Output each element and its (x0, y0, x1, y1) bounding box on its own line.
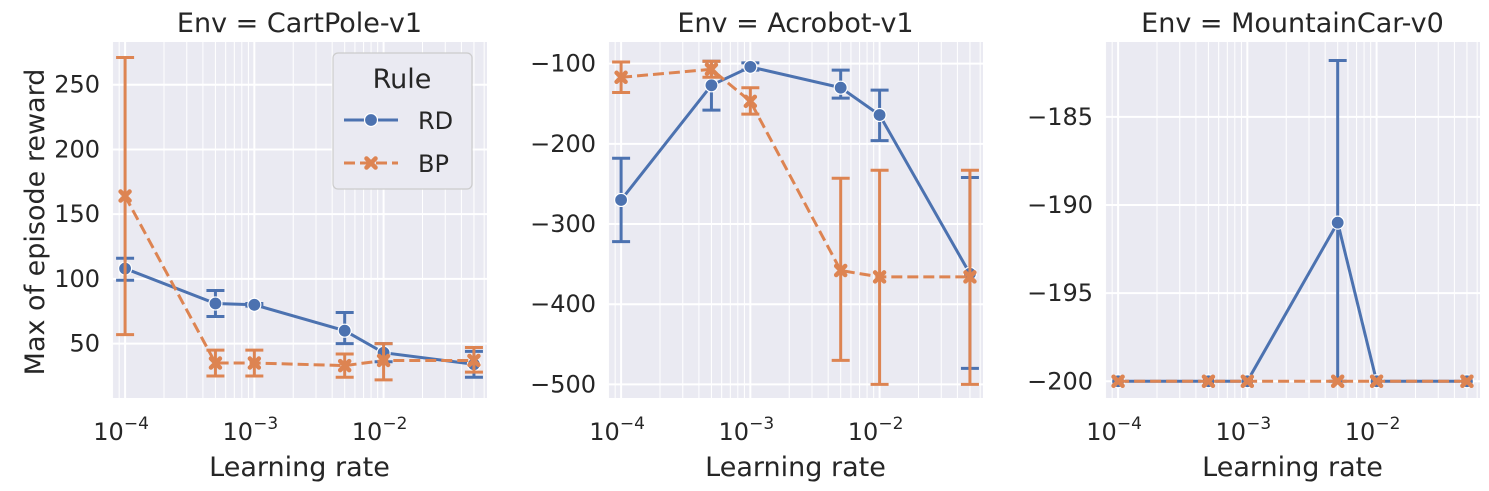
y-tick-label: −300 (530, 210, 596, 238)
x-tick-base: 10 (1086, 418, 1117, 446)
panel-title: Env = Acrobot-v1 (677, 8, 913, 39)
y-tick-label: 200 (54, 135, 100, 163)
x-tick-base: 10 (223, 418, 254, 446)
data-point (872, 107, 887, 123)
legend: Rule RD BP (332, 52, 473, 190)
y-tick-label: −200 (1027, 367, 1093, 395)
x-tick-label: 10−4 (93, 414, 149, 446)
x-tick-base: 10 (719, 418, 750, 446)
data-point (247, 297, 262, 312)
x-tick-base: 10 (93, 418, 124, 446)
data-point (1201, 374, 1216, 389)
x-tick-label: 10−4 (1086, 414, 1142, 446)
y-tick-label: −195 (1027, 279, 1093, 307)
data-point (1240, 374, 1255, 389)
data-point (337, 358, 352, 373)
y-tick-label: 50 (69, 330, 100, 358)
y-tick-label: −100 (530, 50, 596, 78)
x-tick-exponent: −4 (124, 414, 149, 434)
series-BP (612, 59, 979, 386)
x-tick-label: 10−2 (1345, 414, 1401, 446)
data-point (1111, 374, 1125, 389)
y-tick-label: −200 (530, 130, 596, 158)
data-point (208, 356, 223, 370)
data-point (118, 189, 132, 203)
x-tick-base: 10 (352, 418, 383, 446)
x-tick-exponent: −2 (382, 414, 407, 434)
y-tick-label: 250 (54, 71, 100, 99)
plot-area (608, 42, 983, 398)
legend-frame (332, 52, 473, 190)
x-tick-label: 10−4 (589, 414, 645, 446)
legend-marker (364, 156, 378, 170)
series-line (124, 267, 475, 366)
data-point (467, 353, 481, 368)
series-BP (1111, 374, 1474, 389)
x-axis-label: Learning rate (1202, 452, 1383, 483)
data-point (614, 70, 628, 85)
x-axis-label: Learning rate (705, 452, 886, 483)
data-point (337, 323, 352, 338)
data-point (1369, 374, 1384, 389)
x-tick-exponent: −3 (1246, 414, 1271, 434)
data-point (1460, 374, 1474, 389)
y-tick-label: −190 (1027, 191, 1093, 219)
series-line (619, 65, 972, 275)
series-line (620, 67, 970, 279)
data-point (1330, 374, 1345, 389)
data-point (743, 94, 758, 109)
x-tick-base: 10 (1345, 418, 1376, 446)
y-tick-label: 150 (54, 200, 100, 228)
x-tick-exponent: −2 (1375, 414, 1400, 434)
y-tick-label: −500 (530, 370, 596, 398)
x-tick-exponent: −3 (253, 414, 278, 434)
x-tick-base: 10 (1216, 418, 1247, 446)
y-tick-label: −400 (530, 290, 596, 318)
plot-area (1105, 42, 1480, 398)
panel-title: Env = MountainCar-v0 (1141, 8, 1444, 39)
legend-title: Rule (373, 64, 432, 95)
data-point (833, 80, 848, 95)
data-point (872, 270, 887, 284)
data-point (208, 296, 223, 311)
y-tick-label: −185 (1027, 103, 1093, 131)
data-point (247, 356, 262, 370)
x-tick-exponent: −4 (620, 414, 645, 434)
data-point (833, 263, 848, 278)
data-point (704, 62, 719, 77)
x-tick-label: 10−2 (352, 414, 408, 446)
data-point (613, 192, 629, 208)
x-tick-base: 10 (848, 418, 879, 446)
y-tick-label: 100 (54, 265, 100, 293)
x-tick-exponent: −3 (749, 414, 774, 434)
legend-label-RD: RD (418, 107, 453, 135)
legend-marker (363, 112, 379, 128)
x-tick-exponent: −2 (878, 414, 903, 434)
x-tick-label: 10−3 (1216, 414, 1272, 446)
x-tick-base: 10 (589, 418, 620, 446)
data-point (743, 59, 758, 74)
x-tick-label: 10−2 (848, 414, 904, 446)
series-BP (116, 56, 483, 382)
data-point (1330, 215, 1345, 230)
series-line (123, 195, 474, 368)
x-tick-label: 10−3 (223, 414, 279, 446)
legend-label-BP: BP (418, 150, 449, 178)
data-point (376, 353, 391, 368)
y-axis-label: Max of episode reward (20, 69, 51, 376)
x-tick-label: 10−3 (719, 414, 775, 446)
data-point (704, 78, 719, 93)
x-axis-label: Learning rate (209, 452, 390, 483)
data-point (963, 270, 977, 284)
x-tick-exponent: −4 (1117, 414, 1142, 434)
panel-title: Env = CartPole-v1 (177, 8, 422, 39)
